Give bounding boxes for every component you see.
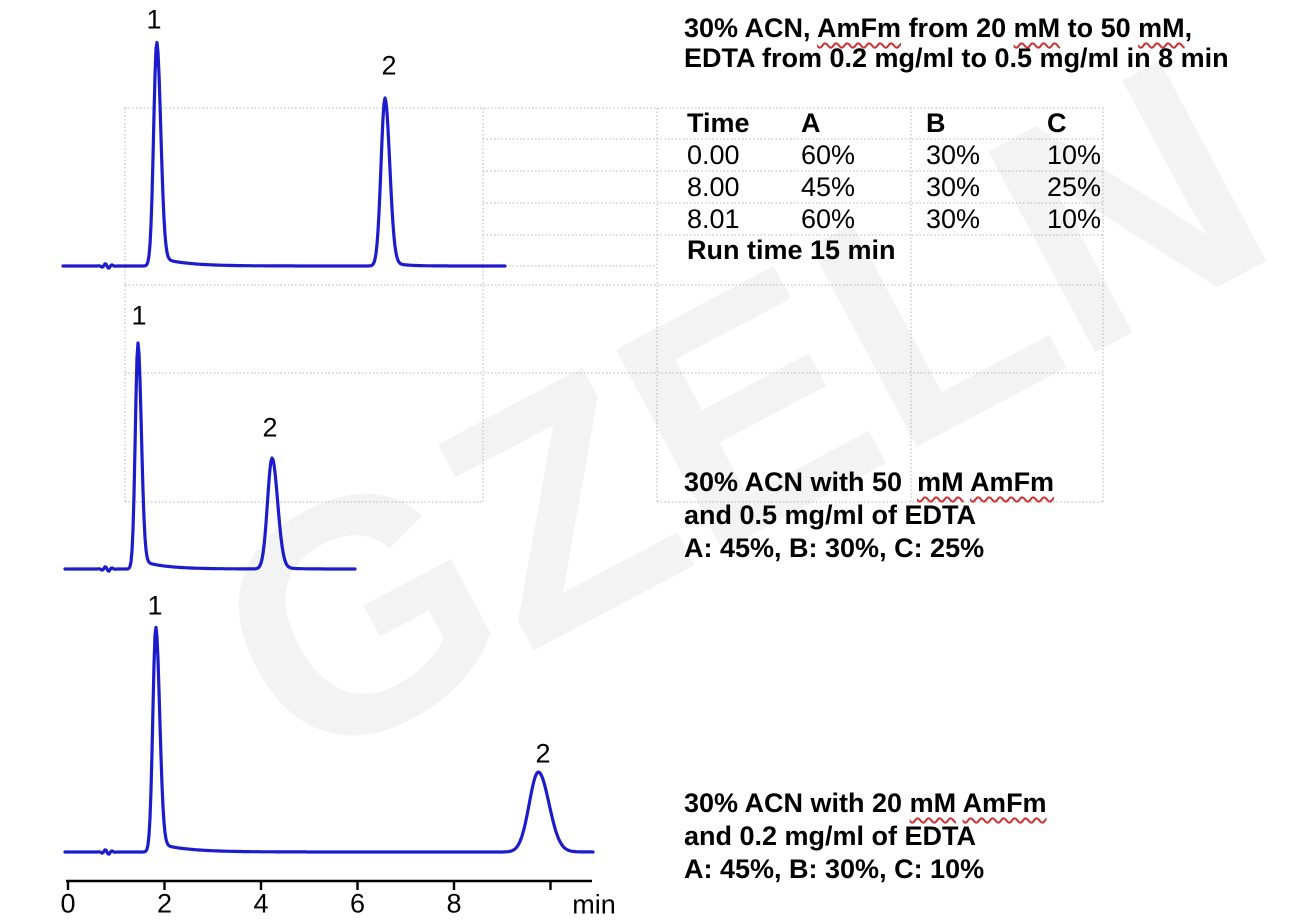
misspelled-word: AmFm: [970, 467, 1055, 497]
iso50-note-line2: and 0.5 mg/ml of EDTA: [684, 500, 977, 530]
misspelled-word: mM: [917, 467, 964, 497]
gradient-table-header-row: Time A B C: [0, 107, 1290, 139]
peak-label: 1: [146, 4, 162, 35]
table-header-cell: A: [801, 108, 821, 138]
text-run: from 20: [901, 13, 1014, 43]
table-footer-row: Run time 15 min: [0, 234, 1290, 266]
text-run: 30% ACN,: [684, 13, 818, 43]
gradient-note: 30% ACN, AmFm from 20 mM to 50 mM, EDTA …: [684, 13, 1229, 73]
iso50-note-line1: 30% ACN with 50 mM AmFm: [684, 466, 1054, 499]
isocratic-50mM-note: 30% ACN with 50 mM AmFm and 0.5 mg/ml of…: [684, 466, 1054, 565]
table-header-cell: B: [926, 108, 946, 138]
table-cell: 30%: [926, 172, 981, 202]
text-run: to 50: [1060, 13, 1139, 43]
table-cell: 10%: [1047, 204, 1102, 234]
table-cell: 60%: [801, 204, 856, 234]
axis-tick-label: 6: [349, 888, 366, 919]
misspelled-word: AmFm: [962, 788, 1047, 818]
chromatogram-trace: [61, 40, 507, 270]
text-run: 30% ACN with 50: [684, 467, 918, 497]
axis-unit-label: min: [572, 889, 616, 920]
table-cell: 8.00: [687, 172, 740, 202]
misspelled-word: mM: [909, 788, 957, 818]
table-cell: 60%: [801, 140, 856, 170]
run-time-label: Run time 15 min: [687, 235, 896, 265]
text-run: ,: [1184, 13, 1193, 43]
iso20-note-line2: and 0.2 mg/ml of EDTA: [684, 821, 977, 851]
gradient-note-line2: EDTA from 0.2 mg/ml to 0.5 mg/ml in 8 mi…: [684, 43, 1229, 73]
table-cell: 30%: [926, 204, 981, 234]
iso50-note-line3: A: 45%, B: 30%, C: 25%: [684, 533, 985, 563]
misspelled-word: AmFm: [817, 13, 902, 43]
table-header-cell: C: [1047, 108, 1067, 138]
table-cell: 0.00: [687, 140, 740, 170]
table-cell: 25%: [1047, 172, 1102, 202]
misspelled-word: mM: [1013, 13, 1061, 43]
table-header-cell: Time: [687, 108, 750, 138]
table-row: 8.00 45% 30% 25%: [0, 171, 1290, 203]
axis-tick-label: 2: [156, 888, 173, 919]
chromatogram-trace: [63, 341, 357, 573]
isocratic-20mM-note: 30% ACN with 20 mM AmFm and 0.2 mg/ml of…: [684, 787, 1047, 886]
axis-tick-label: 0: [60, 888, 76, 919]
peak-label: 2: [262, 412, 278, 443]
table-cell: 10%: [1047, 140, 1102, 170]
gradient-note-line1: 30% ACN, AmFm from 20 mM to 50 mM,: [684, 13, 1229, 43]
table-cell: 8.01: [687, 204, 740, 234]
table-row: 8.01 60% 30% 10%: [0, 203, 1290, 235]
table-cell: 30%: [926, 140, 981, 170]
peak-label: 1: [147, 590, 163, 621]
misspelled-word: mM: [1138, 13, 1185, 43]
chromatogram-trace: [63, 625, 595, 856]
axis-tick-label: 8: [446, 888, 462, 919]
table-cell: 45%: [801, 172, 856, 202]
axis-tick-label: 4: [253, 888, 269, 919]
text-run: 30% ACN with 20: [684, 788, 910, 818]
peak-label: 1: [131, 300, 147, 331]
peak-label: 2: [381, 50, 397, 81]
peak-label: 2: [535, 738, 551, 769]
table-row: 0.00 60% 30% 10%: [0, 139, 1290, 171]
iso20-note-line1: 30% ACN with 20 mM AmFm: [684, 787, 1047, 820]
iso20-note-line3: A: 45%, B: 30%, C: 10%: [684, 854, 985, 884]
